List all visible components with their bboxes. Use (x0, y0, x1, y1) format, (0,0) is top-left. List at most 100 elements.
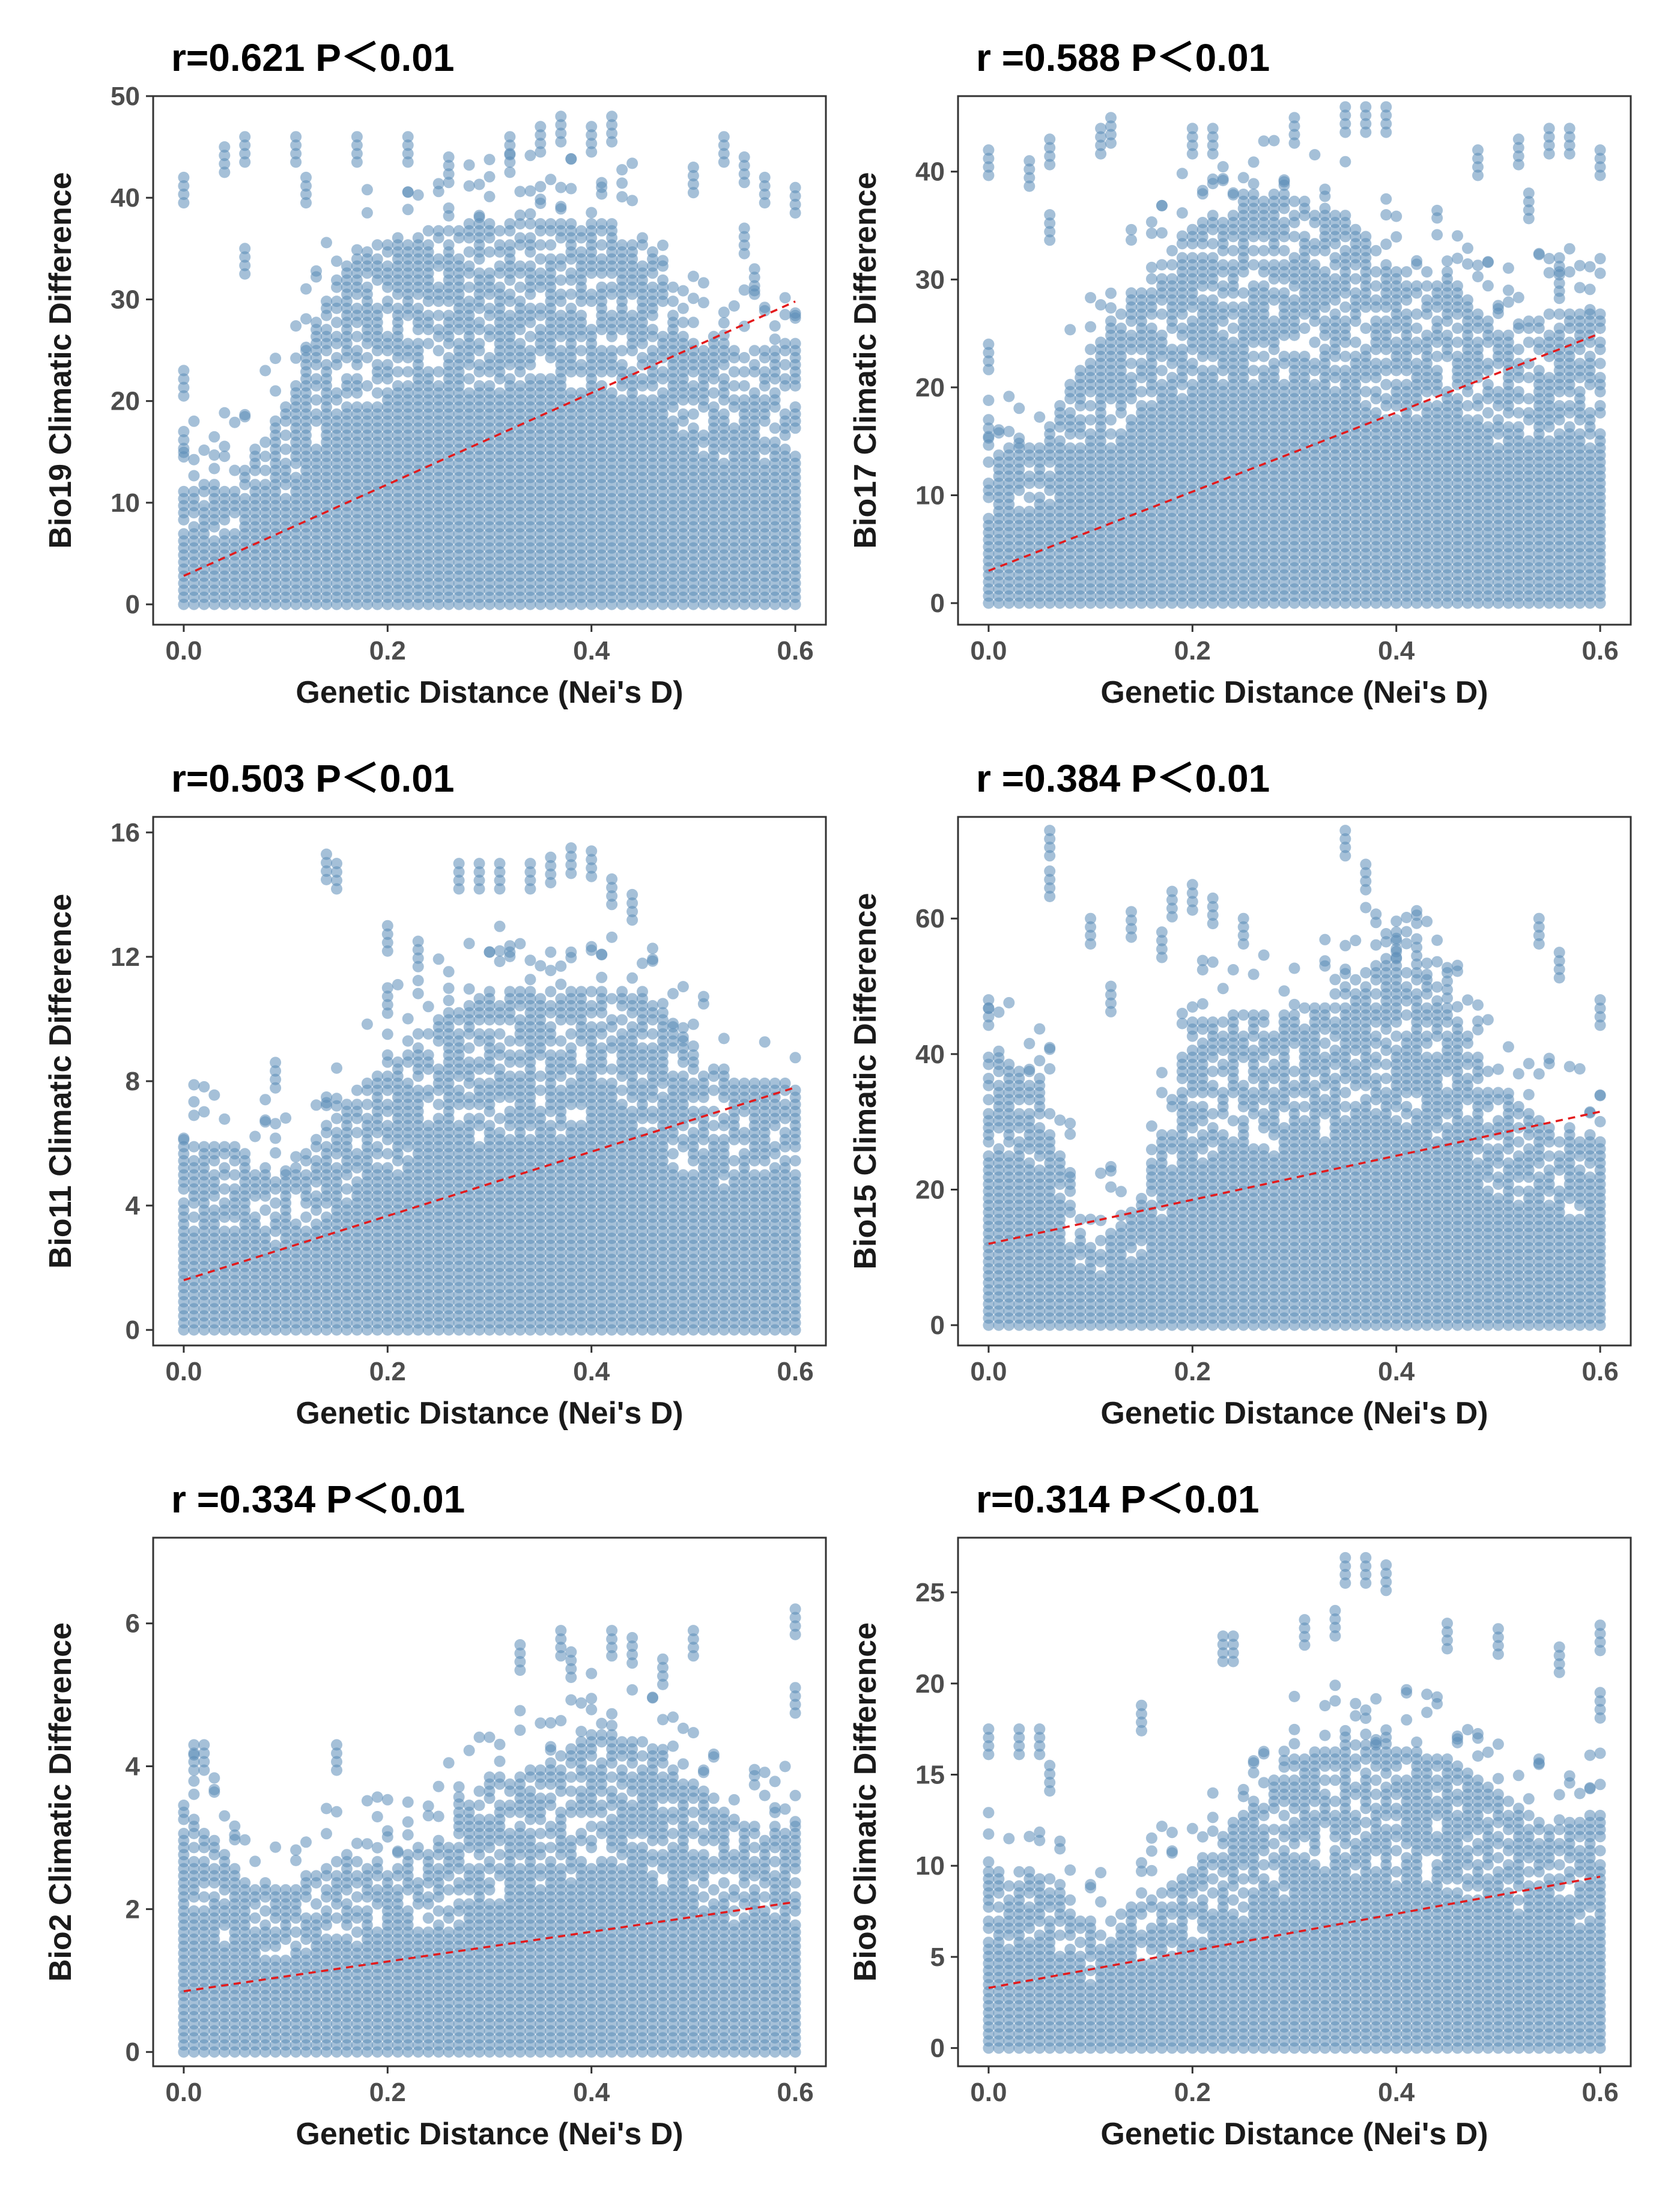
data-point (616, 177, 628, 189)
data-point (1380, 259, 1392, 271)
data-point (259, 450, 271, 463)
data-point (1085, 357, 1097, 369)
data-point (1064, 442, 1076, 454)
data-point (1176, 207, 1188, 219)
data-point (381, 239, 393, 251)
data-point (443, 309, 455, 321)
data-point (402, 204, 414, 216)
data-point (1176, 323, 1188, 334)
data-point (1431, 212, 1443, 224)
data-point (473, 317, 485, 329)
data-point (351, 139, 363, 151)
data-point (1390, 378, 1403, 390)
data-point (1003, 425, 1015, 437)
data-point (1156, 227, 1168, 239)
data-point (647, 394, 658, 406)
data-point (300, 189, 312, 200)
data-point (1543, 308, 1555, 320)
data-point (1339, 210, 1351, 222)
data-point (1350, 273, 1362, 285)
data-point (586, 146, 598, 158)
data-point (769, 345, 781, 357)
data-point (738, 177, 750, 189)
data-point (555, 345, 567, 357)
data-point (402, 186, 414, 198)
data-point (779, 443, 791, 455)
data-point (178, 365, 190, 377)
data-point (1502, 421, 1514, 433)
data-point (290, 352, 302, 364)
data-point (555, 136, 567, 148)
data-point (789, 190, 801, 202)
data-point (596, 239, 608, 251)
data-point (1196, 252, 1208, 264)
data-point (1329, 386, 1341, 398)
data-point (1411, 357, 1423, 369)
data-point (1390, 210, 1403, 222)
data-point (1145, 273, 1157, 285)
y-tick-label: 50 (111, 82, 140, 111)
data-point (647, 324, 658, 336)
data-point (188, 521, 200, 533)
data-point (239, 251, 251, 263)
data-point (402, 338, 414, 350)
data-point (718, 148, 730, 160)
data-point (484, 154, 496, 166)
data-point (178, 381, 190, 393)
data-point (1105, 302, 1117, 314)
data-point (412, 232, 424, 244)
data-point (311, 265, 322, 277)
data-point (993, 449, 1005, 461)
data-point (514, 260, 526, 272)
data-point (1411, 280, 1423, 292)
data-point (504, 139, 516, 151)
data-point (555, 201, 567, 213)
data-point (1452, 252, 1463, 264)
x-tick-label: 0.0 (165, 636, 202, 666)
data-point (1196, 188, 1208, 200)
data-point (1278, 287, 1290, 299)
data-point (1207, 252, 1219, 264)
data-point (697, 429, 709, 441)
data-point (759, 197, 771, 209)
data-point (1278, 259, 1290, 271)
data-point (1442, 266, 1453, 278)
data-point (606, 345, 618, 357)
data-point (789, 199, 801, 210)
data-point (290, 156, 302, 168)
data-point (1472, 259, 1484, 271)
data-point (1482, 407, 1494, 419)
data-point (728, 422, 740, 434)
data-point (626, 239, 638, 251)
data-point (687, 178, 699, 190)
data-point (657, 366, 669, 378)
data-point (1512, 357, 1524, 369)
data-point (331, 408, 342, 420)
data-point (697, 277, 709, 289)
data-point (697, 345, 709, 357)
data-point (1401, 280, 1413, 292)
data-point (504, 288, 516, 300)
data-point (1217, 259, 1229, 271)
data-point (1145, 287, 1157, 299)
data-point (575, 387, 587, 399)
data-point (637, 232, 648, 244)
data-point (718, 373, 730, 385)
data-point (555, 119, 567, 131)
data-point (596, 380, 608, 392)
data-point (1370, 407, 1382, 419)
data-point (504, 373, 516, 385)
data-point (1523, 336, 1535, 348)
data-point (494, 239, 506, 251)
data-point (1533, 315, 1545, 327)
data-point (311, 394, 322, 406)
data-point (321, 296, 332, 308)
data-point (616, 191, 628, 203)
data-point (371, 253, 383, 265)
data-point (616, 359, 628, 371)
data-point (1482, 357, 1494, 369)
data-point (239, 148, 251, 160)
data-point (728, 345, 740, 357)
data-point (422, 309, 434, 321)
data-point (1288, 252, 1300, 264)
